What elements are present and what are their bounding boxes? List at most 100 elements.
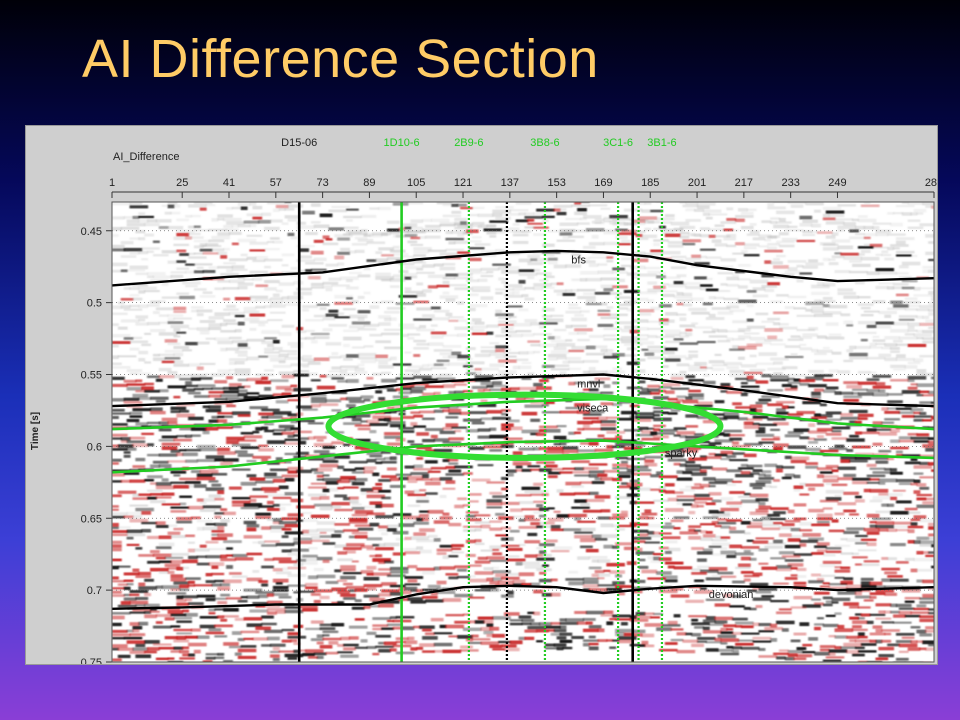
amplitude-cell xyxy=(407,565,418,569)
amplitude-cell xyxy=(164,617,175,621)
amplitude-cell xyxy=(278,506,286,511)
amplitude-cell xyxy=(664,340,681,344)
amplitude-cell xyxy=(767,202,775,207)
amplitude-cell xyxy=(544,275,555,279)
amplitude-cell xyxy=(281,431,295,435)
amplitude-cell xyxy=(492,566,500,570)
amplitude-cell xyxy=(916,629,927,634)
amplitude-cell xyxy=(296,259,315,262)
amplitude-cell xyxy=(638,426,649,430)
amplitude-cell xyxy=(884,336,900,340)
amplitude-cell xyxy=(425,481,441,486)
amplitude-cell xyxy=(190,373,207,378)
amplitude-cell xyxy=(606,193,613,196)
amplitude-cell xyxy=(641,348,649,351)
amplitude-cell xyxy=(343,547,362,551)
amplitude-cell xyxy=(498,277,505,281)
amplitude-cell xyxy=(249,313,266,317)
amplitude-cell xyxy=(264,304,271,309)
amplitude-cell xyxy=(898,336,918,340)
amplitude-cell xyxy=(322,488,330,493)
amplitude-cell xyxy=(474,560,491,564)
amplitude-cell xyxy=(155,400,166,403)
amplitude-cell xyxy=(132,215,140,220)
amplitude-cell xyxy=(226,547,233,550)
amplitude-cell xyxy=(802,333,818,337)
amplitude-cell xyxy=(176,413,195,418)
amplitude-cell xyxy=(919,647,927,651)
amplitude-cell xyxy=(354,478,368,482)
amplitude-cell xyxy=(699,523,716,526)
amplitude-cell xyxy=(337,251,350,255)
amplitude-cell xyxy=(778,649,789,652)
amplitude-cell xyxy=(773,322,780,326)
amplitude-cell xyxy=(852,625,862,629)
amplitude-cell xyxy=(612,513,628,518)
amplitude-cell xyxy=(913,440,930,443)
amplitude-cell xyxy=(609,292,622,295)
amplitude-cell xyxy=(407,504,421,507)
amplitude-cell xyxy=(822,507,833,510)
amplitude-cell xyxy=(627,194,643,197)
amplitude-cell xyxy=(822,217,836,221)
amplitude-cell xyxy=(381,599,400,604)
amplitude-cell xyxy=(363,398,371,402)
amplitude-cell xyxy=(752,622,760,627)
amplitude-cell xyxy=(179,502,187,506)
amplitude-cell xyxy=(872,222,892,225)
amplitude-cell xyxy=(890,378,909,382)
amplitude-cell xyxy=(205,653,219,656)
amplitude-cell xyxy=(922,340,934,344)
amplitude-cell xyxy=(743,243,760,247)
amplitude-cell xyxy=(755,508,769,513)
amplitude-cell xyxy=(588,491,599,495)
amplitude-cell xyxy=(407,240,418,244)
amplitude-cell xyxy=(176,599,187,603)
amplitude-cell xyxy=(474,620,485,624)
amplitude-cell xyxy=(319,463,339,468)
amplitude-cell xyxy=(155,482,172,486)
amplitude-cell xyxy=(685,357,693,361)
amplitude-cell xyxy=(688,350,699,353)
amplitude-cell xyxy=(855,225,865,230)
amplitude-cell xyxy=(427,534,438,538)
amplitude-cell xyxy=(746,304,754,308)
amplitude-cell xyxy=(135,457,146,462)
amplitude-cell xyxy=(907,326,915,330)
amplitude-cell xyxy=(720,641,728,645)
amplitude-cell xyxy=(144,332,152,336)
amplitude-cell xyxy=(185,341,198,346)
amplitude-cell xyxy=(126,386,143,391)
amplitude-cell xyxy=(185,263,195,266)
amplitude-cell xyxy=(445,466,456,469)
amplitude-cell xyxy=(267,440,286,445)
amplitude-cell xyxy=(112,462,119,465)
amplitude-cell xyxy=(173,438,192,442)
amplitude-cell xyxy=(264,472,277,477)
amplitude-cell xyxy=(182,609,190,613)
amplitude-cell xyxy=(465,240,482,243)
amplitude-cell xyxy=(539,521,546,526)
amplitude-cell xyxy=(814,626,821,631)
amplitude-cell xyxy=(217,369,231,373)
amplitude-cell xyxy=(679,463,687,467)
amplitude-cell xyxy=(267,493,286,497)
amplitude-cell xyxy=(673,338,684,341)
amplitude-cell xyxy=(381,378,397,383)
amplitude-cell xyxy=(313,567,324,572)
amplitude-cell xyxy=(890,610,900,614)
amplitude-cell xyxy=(650,249,663,253)
amplitude-cell xyxy=(907,329,918,332)
amplitude-cell xyxy=(869,639,877,643)
amplitude-cell xyxy=(711,520,719,525)
amplitude-cell xyxy=(316,385,336,390)
amplitude-cell xyxy=(849,345,857,350)
amplitude-cell xyxy=(258,412,274,416)
amplitude-cell xyxy=(375,482,383,486)
amplitude-cell xyxy=(521,486,541,491)
amplitude-cell xyxy=(746,464,763,468)
amplitude-cell xyxy=(112,637,125,640)
amplitude-cell xyxy=(354,524,371,527)
amplitude-cell xyxy=(814,299,821,303)
amplitude-cell xyxy=(641,437,661,441)
